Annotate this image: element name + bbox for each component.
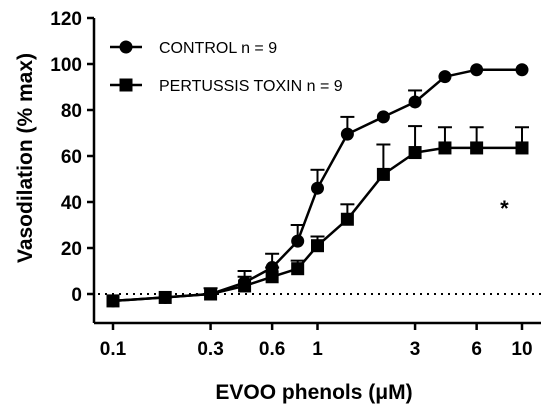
series-1: [106, 63, 529, 308]
x-tick-label: 0.3: [197, 339, 223, 360]
legend-marker: [119, 40, 133, 54]
data-point: [106, 294, 120, 308]
x-tick-label: 0.1: [100, 339, 127, 360]
data-point: [515, 141, 529, 155]
data-point: [291, 262, 305, 276]
axes: 0 20 40 60 80 100 120 0.1 0.3 0.6 1 3 6 10 *: [50, 9, 541, 360]
y-tick-label: 0: [71, 285, 82, 306]
data-point: [376, 167, 390, 181]
data-point: [311, 239, 324, 253]
series-2: [106, 125, 529, 308]
legend: CONTROL n = 9 PERTUSSIS TOXIN n = 9: [110, 40, 343, 95]
data-point: [340, 127, 354, 141]
data-point: [376, 110, 390, 124]
legend-entry-1: CONTROL n = 9: [110, 40, 277, 57]
data-point: [311, 181, 324, 195]
x-tick-label: 10: [511, 339, 532, 360]
data-point: [408, 146, 422, 160]
y-tick-label: 120: [50, 9, 82, 30]
data-point: [470, 141, 484, 155]
data-point: [515, 63, 529, 77]
data-point: [438, 70, 452, 84]
plot-area: [106, 63, 529, 308]
data-point: [438, 141, 452, 155]
data-point: [265, 270, 279, 284]
legend-marker: [119, 78, 133, 92]
y-tick-label: 40: [61, 193, 82, 214]
x-tick-label: 6: [471, 339, 482, 360]
legend-label: PERTUSSIS TOXIN n = 9: [159, 78, 343, 95]
x-tick-label: 0.6: [259, 339, 285, 360]
data-point: [204, 287, 218, 301]
significance-marker: *: [500, 196, 509, 221]
x-tick-label: 3: [410, 339, 421, 360]
data-point: [291, 234, 305, 248]
y-tick-label: 20: [61, 239, 82, 260]
data-point: [340, 212, 354, 226]
legend-entry-2: PERTUSSIS TOXIN n = 9: [110, 78, 343, 95]
y-axis-title: Vasodilation (% max): [14, 53, 37, 263]
data-point: [238, 279, 252, 293]
y-tick-label: 80: [61, 101, 82, 122]
y-tick-label: 100: [50, 55, 82, 76]
data-point: [158, 290, 172, 304]
y-tick-label: 60: [61, 147, 82, 168]
x-axis-title: EVOO phenols (μM): [215, 381, 412, 404]
data-point: [408, 95, 422, 109]
x-tick-label: 1: [312, 339, 323, 360]
legend-label: CONTROL n = 9: [159, 40, 277, 57]
data-point: [470, 63, 484, 77]
